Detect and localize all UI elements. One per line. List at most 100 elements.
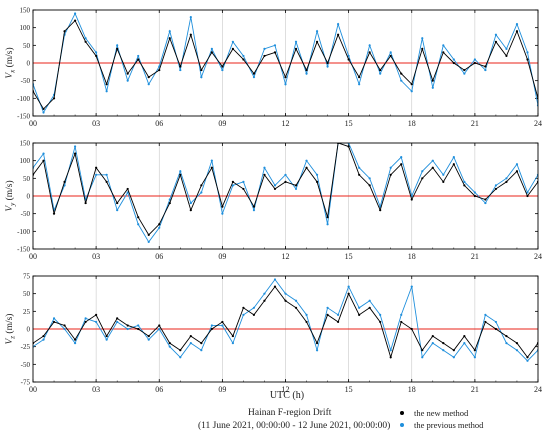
series-previous — [33, 143, 538, 244]
data-point — [73, 338, 77, 341]
data-point — [168, 37, 171, 40]
data-point — [273, 285, 277, 288]
y-axis-label-unit: (m/s) — [4, 314, 15, 336]
data-point — [105, 83, 108, 86]
data-point — [326, 313, 329, 316]
y-axis-label-subscript: x — [9, 69, 17, 74]
data-point — [231, 40, 234, 43]
data-point — [515, 349, 519, 352]
data-point — [315, 342, 319, 345]
data-point — [315, 30, 319, 33]
y-axis-label: Vx (m/s) — [4, 47, 17, 78]
data-point — [52, 320, 56, 324]
data-point — [379, 68, 382, 72]
data-point — [305, 72, 308, 75]
data-point — [389, 349, 392, 352]
data-point — [368, 299, 371, 302]
data-point — [42, 152, 45, 155]
y-tick-label: -100 — [17, 95, 30, 103]
data-point — [284, 83, 287, 86]
data-point — [189, 201, 192, 205]
data-point — [421, 349, 424, 352]
data-point — [105, 338, 108, 341]
data-point — [505, 177, 508, 180]
data-point — [326, 306, 329, 309]
data-point — [442, 173, 445, 176]
data-point — [294, 47, 298, 50]
data-point — [42, 334, 45, 338]
data-point — [221, 205, 224, 208]
y-tick-label: 0 — [27, 326, 31, 334]
data-point — [442, 180, 445, 183]
data-point — [210, 324, 213, 327]
data-point — [147, 76, 150, 79]
data-point — [473, 194, 476, 198]
x-tick-label: 06 — [155, 252, 163, 261]
data-point — [368, 184, 371, 187]
data-point — [410, 90, 413, 93]
data-point — [158, 223, 161, 226]
data-point — [515, 23, 519, 26]
data-point — [221, 212, 224, 215]
x-tick-label: 03 — [92, 252, 100, 261]
data-point — [116, 320, 119, 324]
legend-label-new: the new method — [414, 408, 469, 418]
data-point — [210, 51, 213, 54]
data-point — [379, 313, 382, 316]
data-point — [358, 76, 361, 79]
data-point — [315, 173, 319, 176]
y-axis-label-symbol: V — [5, 72, 15, 79]
data-point — [368, 177, 371, 180]
panel-frame — [32, 275, 539, 383]
data-point — [189, 15, 192, 19]
series-new — [33, 143, 538, 236]
data-point — [505, 334, 508, 338]
data-point — [137, 58, 140, 61]
data-point — [95, 51, 98, 54]
data-point — [442, 342, 445, 345]
data-point — [494, 187, 498, 191]
data-point — [210, 159, 213, 162]
data-point — [95, 166, 98, 169]
data-point — [442, 51, 445, 54]
data-point — [347, 54, 350, 58]
data-point — [526, 191, 529, 194]
y-tick-label: 0 — [27, 193, 31, 201]
series-new — [33, 285, 538, 359]
data-point — [63, 327, 66, 331]
data-point — [463, 334, 466, 338]
data-point — [200, 191, 203, 194]
data-point — [284, 173, 287, 176]
data-point — [505, 342, 508, 345]
data-point — [400, 79, 403, 82]
x-tick-label: 21 — [471, 119, 479, 128]
data-point — [294, 306, 298, 309]
data-point — [494, 327, 498, 331]
data-point — [147, 338, 150, 341]
data-point — [179, 349, 182, 352]
data-point — [484, 198, 487, 201]
data-point — [347, 285, 350, 288]
data-point — [158, 327, 161, 331]
data-point — [42, 159, 45, 162]
data-point — [284, 180, 287, 183]
y-tick-label: 150 — [20, 140, 31, 148]
data-point — [200, 184, 203, 187]
data-point — [358, 173, 361, 176]
data-point — [389, 166, 392, 169]
data-point — [284, 76, 287, 79]
x-tick-label: 03 — [92, 385, 100, 394]
data-point — [231, 342, 234, 345]
data-point — [463, 72, 466, 75]
data-point — [515, 170, 519, 173]
data-point — [379, 209, 382, 212]
data-point — [126, 79, 129, 82]
data-point — [358, 306, 361, 309]
x-tick-label: 18 — [408, 252, 416, 261]
panel-x: 00 03 06 09 12 15 18 21 24 150 100 50 0 -50 -100 -150 Vx… — [4, 7, 542, 129]
data-point — [358, 83, 361, 86]
footer-title: Hainan F-region Drift — [248, 408, 332, 418]
data-point — [494, 33, 498, 36]
y-tick-label: 25 — [23, 308, 31, 316]
data-point — [294, 184, 298, 187]
